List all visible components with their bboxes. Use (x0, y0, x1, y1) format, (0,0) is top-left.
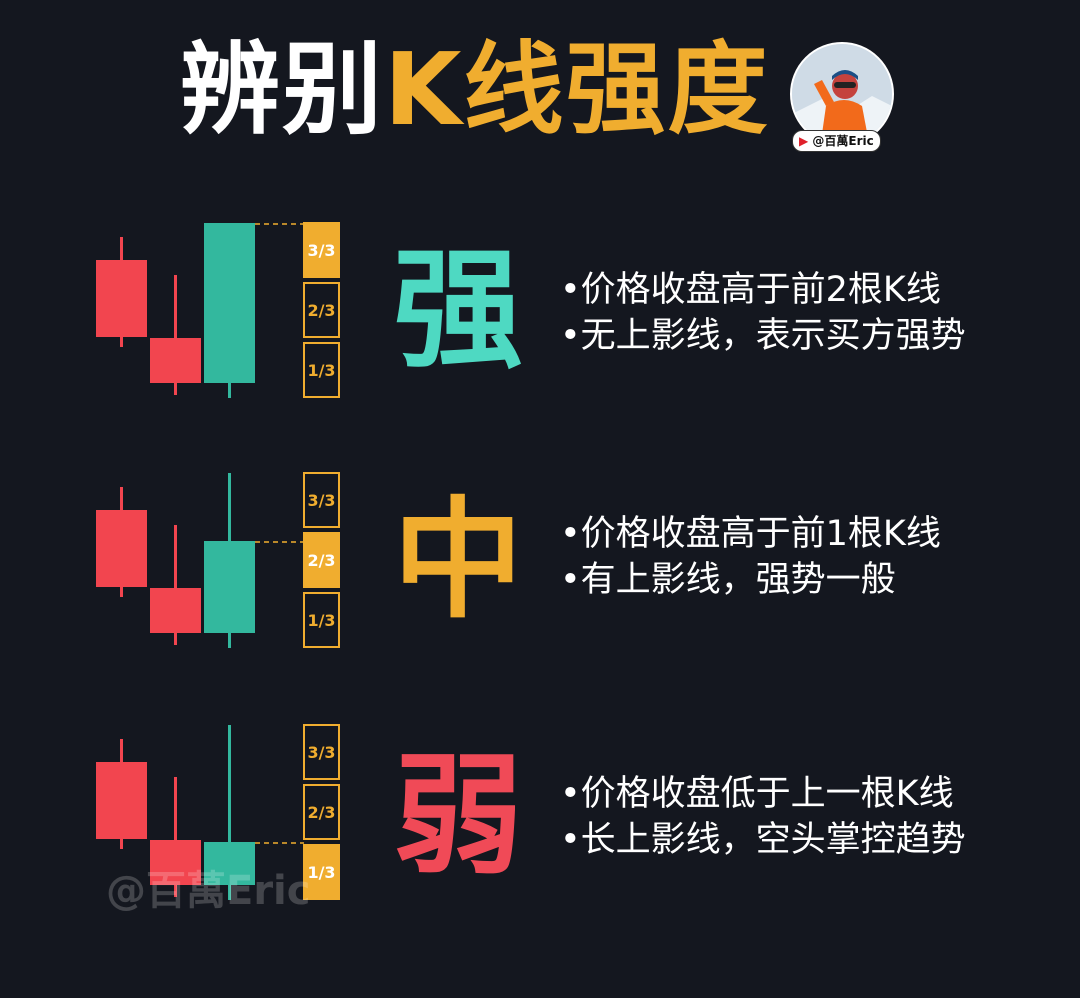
section-strong: 3/3 2/3 1/3 强 •价格收盘高于前2根K线 •无上影线，表示买方强势 (0, 205, 1080, 445)
candle-chart-medium: 3/3 2/3 1/3 (96, 472, 340, 648)
description-line: •价格收盘高于前2根K线 (560, 270, 941, 310)
bearish-candle (150, 840, 201, 885)
description-line: •无上影线，表示买方强势 (560, 316, 966, 356)
description-line: •价格收盘低于上一根K线 (560, 774, 954, 814)
description-medium: •价格收盘高于前1根K线 •有上影线，强势一般 (560, 511, 941, 603)
handle-badge: ▶ @百萬Eric (792, 130, 881, 152)
description-weak: •价格收盘低于上一根K线 •长上影线，空头掌控趋势 (560, 771, 966, 863)
bullish-candle (204, 842, 255, 885)
level-box (303, 472, 340, 528)
level-box-label: 3/3 (307, 241, 335, 260)
candle-chart-weak: 3/3 2/3 1/3 (96, 724, 340, 900)
bearish-candle (96, 510, 147, 587)
platform-icon: ▶ (799, 134, 809, 148)
bullish-candle (204, 541, 255, 633)
level-box (303, 784, 340, 840)
level-box-label: 2/3 (307, 551, 335, 570)
strength-char-weak: 弱 (392, 739, 523, 892)
level-box (303, 282, 340, 338)
level-box-label: 3/3 (307, 743, 335, 762)
level-box-filled (303, 222, 340, 278)
level-box-label: 3/3 (307, 491, 335, 510)
description-strong: •价格收盘高于前2根K线 •无上影线，表示买方强势 (560, 267, 966, 359)
candle-chart-strong: 3/3 2/3 1/3 (96, 222, 340, 398)
strength-char-strong: 强 (392, 233, 523, 386)
description-line: •有上影线，强势一般 (560, 560, 896, 600)
level-box-label: 2/3 (307, 803, 335, 822)
section-medium: 3/3 2/3 1/3 中 •价格收盘高于前1根K线 •有上影线，强势一般 (0, 455, 1080, 695)
handle-text: @百萬Eric (812, 134, 874, 148)
title-part1: 辨别 (180, 31, 384, 148)
level-box-label: 1/3 (307, 863, 335, 882)
level-box-label: 1/3 (307, 361, 335, 380)
level-box-label: 2/3 (307, 301, 335, 320)
section-weak: 3/3 2/3 1/3 弱 •价格收盘低于上一根K线 •长上影线，空头掌控趋势 (0, 707, 1080, 947)
bullish-candle (204, 223, 255, 383)
description-line: •价格收盘高于前1根K线 (560, 514, 941, 554)
bearish-candle (96, 762, 147, 839)
watermark: @百萬Eric (106, 868, 311, 914)
level-box-filled (303, 532, 340, 588)
strength-char-medium: 中 (392, 483, 523, 636)
description-line: •长上影线，空头掌控趋势 (560, 820, 966, 860)
level-box (303, 592, 340, 648)
bearish-candle (150, 588, 201, 633)
level-box (303, 724, 340, 780)
bearish-candle (96, 260, 147, 337)
title-part2: K线强度 (384, 31, 770, 148)
level-box-filled (303, 844, 340, 900)
bearish-candle (150, 338, 201, 383)
level-box-label: 1/3 (307, 611, 335, 630)
page-title: 辨别K线强度 (180, 40, 770, 140)
level-box (303, 342, 340, 398)
